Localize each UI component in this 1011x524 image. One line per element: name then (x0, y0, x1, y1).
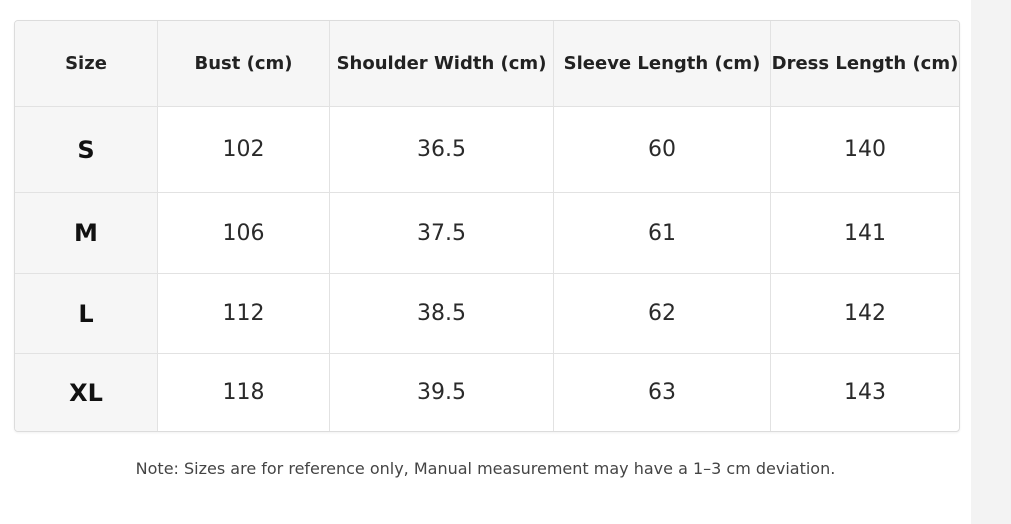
shoulder-width-cell: 39.5 (330, 354, 554, 431)
size-chart-table: Size Bust (cm) Shoulder Width (cm) Sleev… (14, 20, 960, 432)
dress-length-cell: 140 (771, 107, 959, 193)
bust-cell: 118 (158, 354, 330, 431)
dress-length-cell: 143 (844, 380, 886, 405)
sleeve-length-cell: 61 (554, 193, 771, 274)
table-row: M 106 37.5 61 141 (15, 193, 959, 274)
bust-cell: 106 (158, 193, 330, 274)
table-row: XL 118 39.5 63 143 (15, 354, 959, 431)
sleeve-length-cell: 62 (554, 274, 771, 354)
dress-length-cell: 142 (771, 274, 959, 354)
bust-cell: 112 (158, 274, 330, 354)
header-sleeve-length: Sleeve Length (cm) (554, 21, 771, 107)
shoulder-width-cell: 36.5 (330, 107, 554, 193)
header-dress-length: Dress Length (cm) (771, 21, 959, 107)
dress-length-cell: 141 (771, 193, 959, 274)
measurement-note: Note: Sizes are for reference only, Manu… (135, 459, 836, 478)
table-row: S 102 36.5 60 140 (15, 107, 959, 193)
sleeve-length-cell: 60 (554, 107, 771, 193)
bust-cell: 102 (158, 107, 330, 193)
table-row: L 112 38.5 62 142 (15, 274, 959, 354)
sleeve-length-cell: 63 (554, 354, 771, 431)
size-chart-page: Size Bust (cm) Shoulder Width (cm) Sleev… (0, 0, 971, 524)
header-size: Size (15, 21, 158, 107)
shoulder-width-cell: 37.5 (330, 193, 554, 274)
header-shoulder-width: Shoulder Width (cm) (330, 21, 554, 107)
size-cell: XL (15, 354, 158, 431)
size-cell: S (15, 107, 158, 193)
table-header-row: Size Bust (cm) Shoulder Width (cm) Sleev… (15, 21, 959, 107)
size-cell: L (15, 274, 158, 354)
header-bust: Bust (cm) (158, 21, 330, 107)
shoulder-width-cell: 38.5 (330, 274, 554, 354)
size-cell: M (15, 193, 158, 274)
